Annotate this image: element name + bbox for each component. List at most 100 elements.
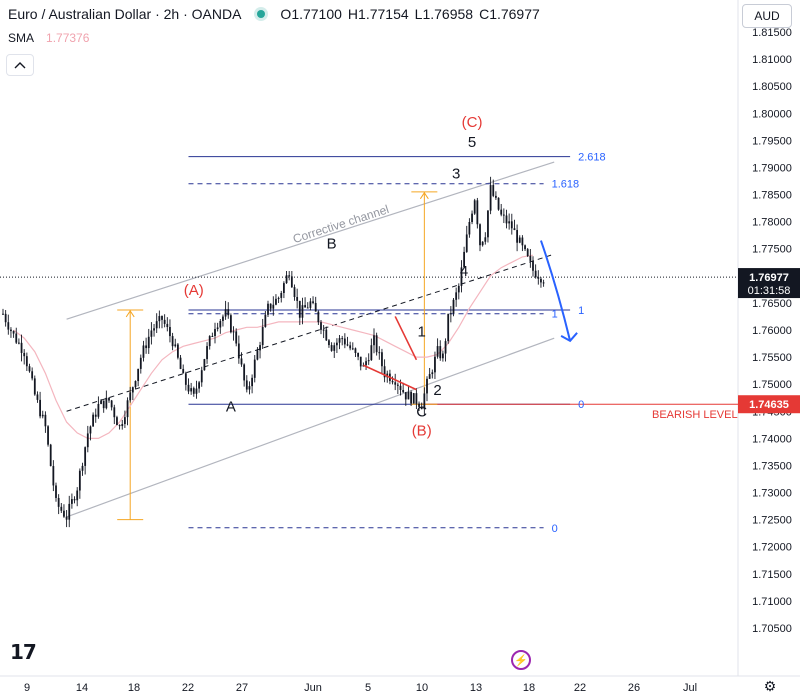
price-tick-label: 1.81500 <box>752 27 792 39</box>
price-tick-label: 1.76000 <box>752 325 792 337</box>
candle-body <box>76 490 79 501</box>
candle-body <box>137 368 140 382</box>
time-tick-label: Jun <box>304 682 322 694</box>
candle-body <box>497 197 500 210</box>
candle-body <box>36 394 39 400</box>
candle-body <box>39 399 41 417</box>
candle-body <box>505 215 508 224</box>
candle-body <box>542 282 545 284</box>
price-tick-label: 1.79000 <box>752 162 792 174</box>
candle-body <box>309 301 312 308</box>
fib-level-label: 0 <box>578 399 584 411</box>
measure-arrow-icon <box>125 310 135 318</box>
gear-icon[interactable]: ⚙ <box>763 677 777 694</box>
candle-body <box>481 241 484 246</box>
candlestick-series <box>2 176 545 528</box>
candle-body <box>341 338 344 340</box>
candle-body <box>283 283 285 293</box>
currency-button[interactable]: AUD <box>742 4 792 28</box>
time-tick-label: 18 <box>128 682 140 694</box>
candle-body <box>298 300 301 318</box>
candle-body <box>105 397 108 409</box>
channel-lower-line <box>66 337 555 518</box>
candle-body <box>513 228 516 231</box>
candle-body <box>208 336 211 347</box>
candle-body <box>44 414 47 427</box>
price-tick-label: 1.81000 <box>752 54 792 66</box>
candle-body <box>418 403 420 407</box>
price-tick-label: 1.72500 <box>752 515 792 527</box>
candle-body <box>346 344 349 346</box>
fib-level-label: 1 <box>552 309 558 321</box>
candle-body <box>129 392 132 401</box>
candle-body <box>426 378 428 394</box>
candle-body <box>312 301 314 303</box>
candle-body <box>402 389 405 393</box>
candle-body <box>182 368 185 374</box>
collapse-legend-button[interactable] <box>6 54 34 76</box>
candle-body <box>198 382 200 389</box>
time-tick-label: 22 <box>182 682 194 694</box>
candle-body <box>343 338 346 345</box>
time-tick-label: 27 <box>236 682 248 694</box>
tradingview-logo-icon[interactable]: 17 <box>10 640 37 664</box>
candle-body <box>484 237 487 242</box>
candle-body <box>516 230 518 243</box>
time-tick-label: 10 <box>416 682 428 694</box>
candle-body <box>304 305 306 308</box>
time-tick-label: 18 <box>523 682 535 694</box>
candle-body <box>251 377 253 387</box>
candle-body <box>63 510 65 517</box>
wave-label: 4 <box>460 263 468 280</box>
candle-body <box>256 350 259 360</box>
candle-body <box>102 400 105 409</box>
price-tick-label: 1.70500 <box>752 623 792 635</box>
price-tick-label: 1.78500 <box>752 190 792 202</box>
candle-body <box>65 516 68 520</box>
candle-body <box>18 342 20 344</box>
candle-body <box>322 329 325 331</box>
candle-body <box>447 313 450 342</box>
candle-body <box>84 447 87 466</box>
symbol-title[interactable]: Euro / Australian Dollar · 2h · OANDA <box>8 6 242 22</box>
measure-arrow-icon <box>419 191 429 200</box>
candle-body <box>131 387 134 393</box>
candle-body <box>235 331 238 344</box>
candle-body <box>139 357 142 369</box>
candle-body <box>166 323 169 328</box>
candle-body <box>275 298 277 305</box>
candle-body <box>134 381 137 388</box>
candle-body <box>145 345 147 349</box>
candle-body <box>7 322 10 330</box>
candle-body <box>489 185 492 211</box>
candle-body <box>410 391 412 404</box>
candle-body <box>524 245 526 250</box>
channel-upper-line <box>66 161 555 320</box>
candle-body <box>415 393 418 404</box>
candle-body <box>150 330 153 337</box>
candle-body <box>434 356 436 373</box>
candle-body <box>240 358 243 365</box>
time-tick-label: 13 <box>470 682 482 694</box>
ohlc-close-value: 1.76977 <box>489 6 540 22</box>
candle-body <box>420 406 423 410</box>
candle-body <box>121 424 124 427</box>
candle-body <box>214 329 216 337</box>
candle-body <box>71 499 73 504</box>
candle-body <box>285 275 288 284</box>
time-tick-label: 5 <box>365 682 371 694</box>
ohlc-high-value: 1.77154 <box>358 6 409 22</box>
candle-body <box>222 316 224 322</box>
candle-body <box>20 342 23 353</box>
indicator-legend[interactable]: SMA 1.77376 <box>8 31 89 45</box>
candle-body <box>336 342 338 346</box>
candle-body <box>325 329 328 341</box>
candle-body <box>351 348 354 350</box>
lightning-icon[interactable]: ⚡ <box>511 650 531 670</box>
candle-body <box>431 372 434 375</box>
fib-level-label: 1 <box>578 305 584 317</box>
candle-body <box>399 385 402 390</box>
candle-body <box>169 327 171 337</box>
